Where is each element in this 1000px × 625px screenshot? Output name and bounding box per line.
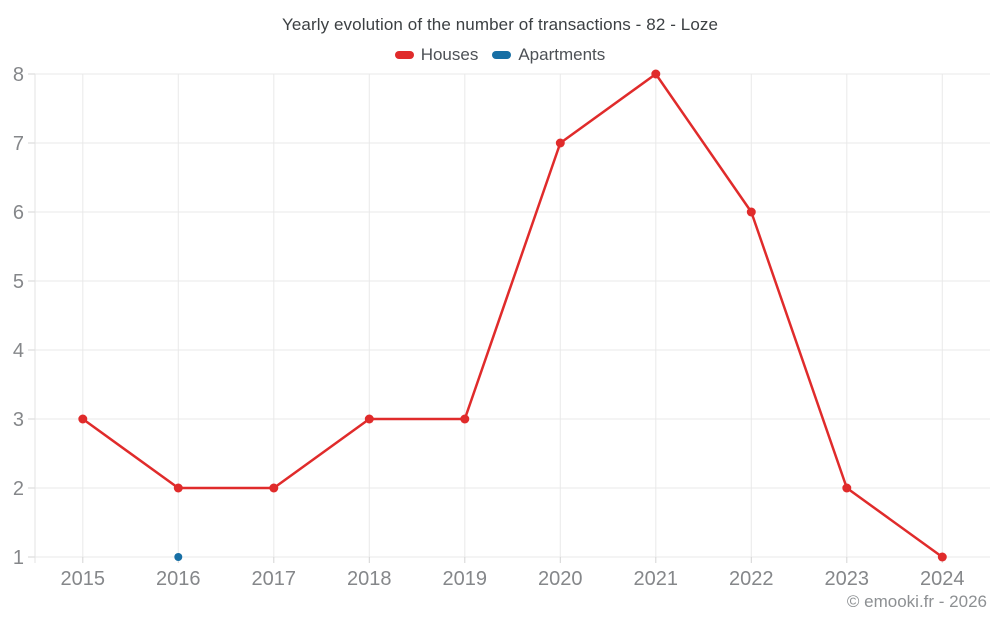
y-axis-label: 1 [13,547,24,569]
houses-legend-label: Houses [420,45,479,64]
x-axis-label: 2021 [634,568,679,590]
y-axis-label: 5 [13,271,24,293]
chart-title: Yearly evolution of the number of transa… [281,15,719,34]
legend-item-apartments[interactable]: Apartments [492,45,605,65]
y-axis-label: 8 [13,64,24,86]
data-point-houses-2019[interactable] [460,414,470,424]
data-point-houses-2022[interactable] [746,207,756,217]
watermark: © emooki.fr - 2026 [846,592,987,611]
x-axis-label: 2024 [920,568,965,590]
data-point-houses-2016[interactable] [173,483,183,493]
x-axis-label: 2023 [825,568,870,590]
data-point-houses-2023[interactable] [842,483,852,493]
data-point-houses-2017[interactable] [269,483,279,493]
data-point-houses-2021[interactable] [651,69,661,79]
apartments-legend-label: Apartments [518,45,606,64]
y-axis-label: 6 [13,202,24,224]
x-axis-label: 2020 [538,568,583,590]
legend-item-houses[interactable]: Houses [394,45,479,65]
data-point-houses-2024[interactable] [937,552,947,562]
x-axis-label: 2017 [252,568,297,590]
y-axis-label: 7 [13,133,24,155]
chart-legend: Houses Apartments [0,45,1000,65]
x-axis-label: 2015 [61,568,106,590]
x-axis-label: 2016 [156,568,201,590]
series-line-houses [81,72,944,559]
y-axis-label: 4 [13,340,24,362]
x-axis-label: 2019 [443,568,488,590]
data-point-houses-2018[interactable] [364,414,374,424]
houses-legend-swatch [394,51,414,59]
x-axis-label: 2022 [729,568,774,590]
data-point-apartments-2016[interactable] [174,553,183,561]
y-axis-label: 2 [13,478,24,500]
y-axis-label: 3 [13,409,24,431]
apartments-legend-swatch [492,51,512,59]
data-point-houses-2015[interactable] [78,414,88,424]
data-point-houses-2020[interactable] [555,138,565,148]
x-axis-label: 2018 [347,568,392,590]
